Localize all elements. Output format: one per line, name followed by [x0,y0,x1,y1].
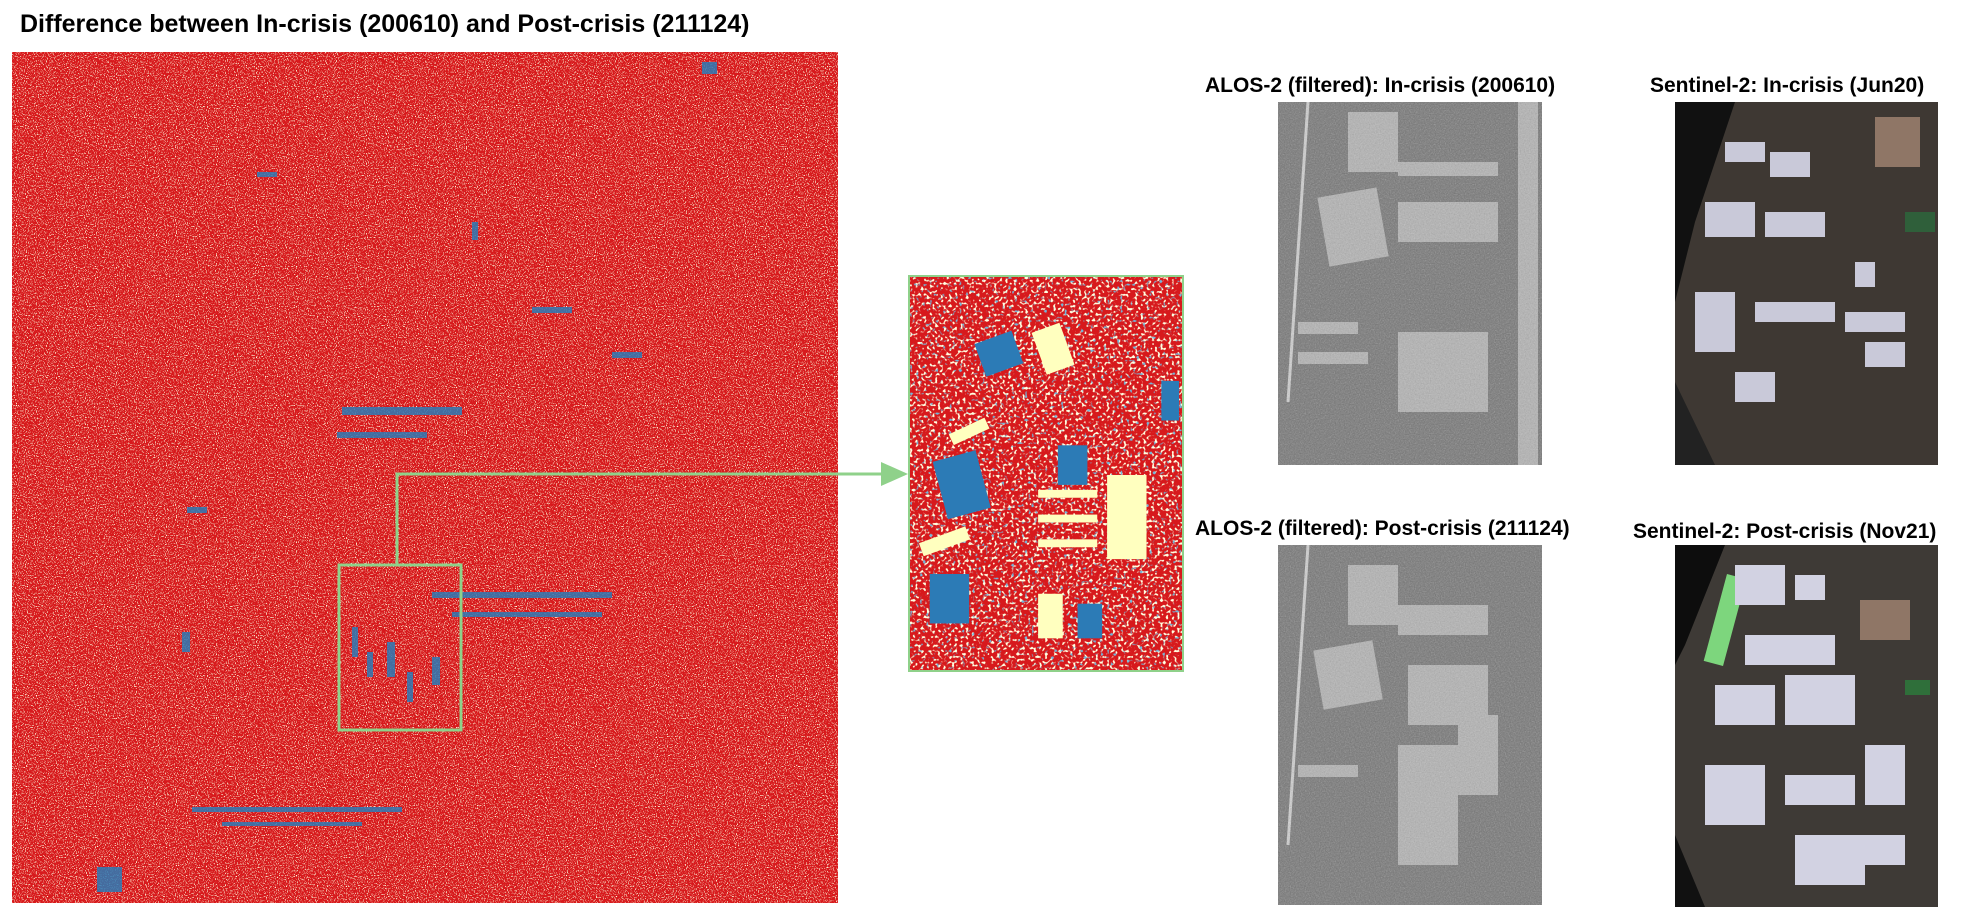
difference-map-image [12,52,838,903]
sentinel2-in-crisis-title: Sentinel-2: In-crisis (Jun20) [1650,74,1925,97]
sentinel2-post-crisis-image [1675,545,1938,907]
sentinel2-post-crisis-title: Sentinel-2: Post-crisis (Nov21) [1633,520,1937,543]
alos-in-crisis-image [1278,102,1542,465]
figure-title: Difference between In-crisis (200610) an… [20,10,750,38]
zoomed-difference-inset [908,275,1184,672]
alos-in-crisis-title: ALOS-2 (filtered): In-crisis (200610) [1205,74,1556,97]
alos-post-crisis-image [1278,545,1542,905]
alos-post-crisis-title: ALOS-2 (filtered): Post-crisis (211124) [1195,517,1570,540]
sentinel2-in-crisis-image [1675,102,1938,465]
